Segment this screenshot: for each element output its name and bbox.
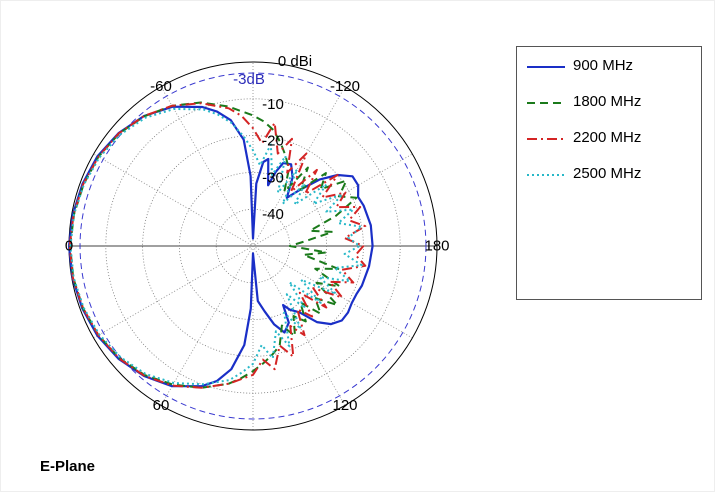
radial-tick-label: -40 <box>262 206 284 223</box>
spoke-line <box>93 153 413 339</box>
radial-ring <box>142 135 364 357</box>
legend-label: 2500 MHz <box>573 165 642 182</box>
series-line-0 <box>67 105 374 388</box>
legend-label: 1800 MHz <box>573 93 642 110</box>
label-layer: 0 -60 -120 60 120 180 -10 -20 -30 -40 0 dBi -3dB <box>65 53 450 414</box>
legend-label: 2200 MHz <box>573 129 642 146</box>
angle-tick-label: 180 <box>424 238 449 255</box>
radial-unit-label: 0 dBi <box>278 53 312 70</box>
radial-tick-label: -30 <box>262 169 284 186</box>
legend-item: 900 MHz <box>525 57 695 77</box>
series-line-1 <box>69 101 358 389</box>
angle-tick-label: 120 <box>332 397 357 414</box>
legend-item: 1800 MHz <box>525 93 695 113</box>
angle-tick-label: 0 <box>65 238 73 255</box>
angle-tick-label: 60 <box>153 397 170 414</box>
series-layer <box>67 101 374 389</box>
plane-caption: E-Plane <box>40 458 96 475</box>
series-line-3 <box>69 108 363 386</box>
angle-tick-label: -60 <box>150 78 172 95</box>
angle-tick-label: -120 <box>330 78 360 95</box>
legend-swatch <box>527 66 565 68</box>
legend-swatch <box>527 174 565 176</box>
legend-swatch <box>527 138 565 140</box>
reference-label: -3dB <box>233 71 265 88</box>
legend-item: 2200 MHz <box>525 129 695 149</box>
legend: 900 MHz 1800 MHz 2200 MHz 2500 MHz <box>516 46 702 300</box>
legend-label: 900 MHz <box>573 57 634 74</box>
legend-swatch <box>527 102 565 104</box>
radial-ring <box>178 171 327 320</box>
series-line-2 <box>68 102 367 389</box>
radial-ring <box>105 98 401 394</box>
radial-tick-label: -20 <box>262 133 284 150</box>
radial-tick-label: -10 <box>262 96 284 113</box>
reference-circle <box>79 72 427 420</box>
legend-item: 2500 MHz <box>525 165 695 185</box>
